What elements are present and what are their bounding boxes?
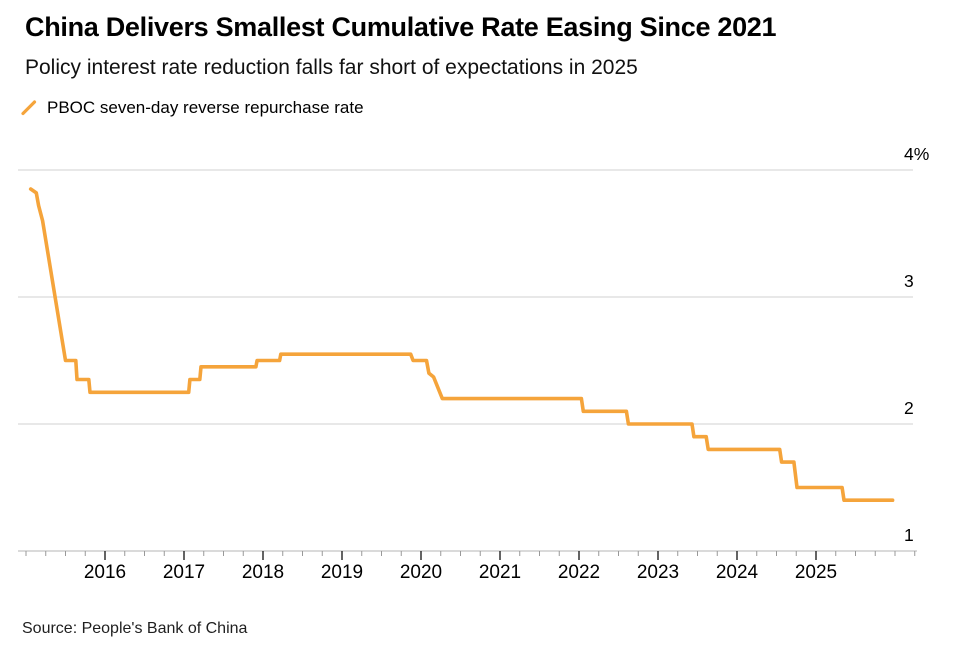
source-note: Source: People's Bank of China: [22, 620, 248, 637]
y-axis-label-4: 4%: [904, 144, 929, 164]
x-axis-label-2019: 2019: [321, 562, 363, 583]
gridlines: [18, 169, 913, 425]
x-axis-label-2020: 2020: [400, 562, 442, 583]
x-axis-label-2016: 2016: [84, 562, 126, 583]
x-axis-label-2025: 2025: [795, 562, 837, 583]
axis-labels: 4% 3 2 1 2016 2017 2018 2019 2020 2021 2022 2023 202…: [84, 144, 929, 583]
rate-line-series: [28, 187, 895, 503]
rate-line-0: [28, 187, 895, 503]
y-axis-label-3: 3: [904, 271, 914, 291]
x-axis-label-2021: 2021: [479, 562, 521, 583]
chart-title: China Delivers Smallest Cumulative Rate …: [25, 12, 777, 42]
legend-line-icon: [21, 100, 37, 116]
x-axis-label-2023: 2023: [637, 562, 679, 583]
x-axis-label-2022: 2022: [558, 562, 600, 583]
rate-line-chart: 4% 3 2 1 2016 2017 2018 2019 2020 2021 2022 2023 202…: [18, 144, 929, 583]
x-axis-label-2024: 2024: [716, 562, 759, 583]
y-axis-label-2: 2: [904, 398, 914, 418]
y-axis-label-1: 1: [904, 525, 914, 545]
x-axis-label-2017: 2017: [163, 562, 205, 583]
x-axis-label-2018: 2018: [242, 562, 284, 583]
legend: PBOC seven-day reverse repurchase rate: [20, 98, 364, 118]
legend-label: PBOC seven-day reverse repurchase rate: [47, 98, 364, 117]
x-axis: [18, 550, 917, 560]
chart-subtitle: Policy interest rate reduction falls far…: [25, 56, 638, 79]
